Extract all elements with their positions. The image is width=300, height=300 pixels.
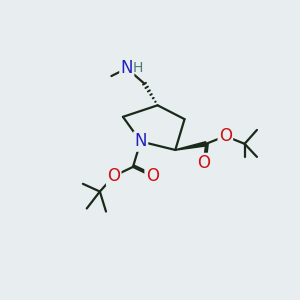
Text: O: O [219,127,232,145]
Text: N: N [134,133,147,151]
Text: H: H [132,61,143,75]
Text: N: N [121,59,133,77]
Polygon shape [175,142,206,150]
Text: O: O [107,167,120,185]
Text: O: O [197,154,210,172]
Text: O: O [146,167,159,185]
